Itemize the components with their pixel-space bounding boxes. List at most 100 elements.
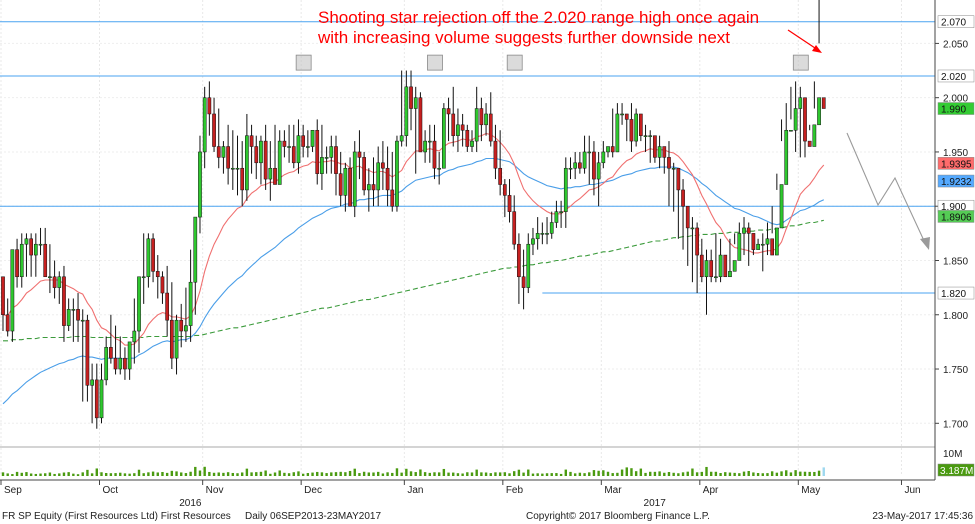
candle-body xyxy=(43,243,48,278)
candle-body xyxy=(737,233,742,261)
volume-bar xyxy=(517,469,521,476)
candle-body xyxy=(606,146,610,153)
volume-bar xyxy=(452,472,455,476)
volume-bar xyxy=(240,472,244,476)
volume-bar xyxy=(348,470,352,476)
level-tag-box xyxy=(937,69,975,83)
volume-bar xyxy=(133,473,136,476)
candle-body xyxy=(803,97,807,142)
volume-bar xyxy=(564,469,567,476)
candle-body xyxy=(259,140,263,164)
candle-body xyxy=(592,151,596,180)
volume-bar xyxy=(817,470,821,476)
candle-body xyxy=(653,135,657,158)
volume-bar xyxy=(503,472,507,476)
candle-body xyxy=(132,330,137,343)
volume-bar xyxy=(569,471,572,476)
volume-bar xyxy=(733,472,736,476)
candle-body xyxy=(249,135,254,147)
candle-body xyxy=(155,271,160,278)
candle-body xyxy=(470,140,474,147)
volume-bar xyxy=(1,472,5,476)
volume-bar xyxy=(20,472,23,476)
volume-bar xyxy=(386,472,389,476)
volume-bar xyxy=(175,471,178,476)
volume-bar xyxy=(151,471,155,476)
candle-body xyxy=(446,108,451,115)
candle-body xyxy=(779,184,784,229)
candle-body xyxy=(24,238,29,245)
candle-body xyxy=(535,233,540,240)
value-tag-box xyxy=(937,102,975,115)
volume-bar xyxy=(86,469,89,476)
volume-bar xyxy=(44,473,47,476)
x-year-label: 2017 xyxy=(644,498,667,509)
volume-bar xyxy=(377,471,380,476)
ma-slow-line xyxy=(3,219,824,342)
volume-bar xyxy=(409,471,413,476)
ma-mid-line xyxy=(2,157,825,405)
volume-bar xyxy=(391,472,394,476)
volume-bar xyxy=(789,472,793,476)
volume-bar xyxy=(766,473,769,476)
value-tag-text: 1.9395 xyxy=(941,159,972,170)
candle-body xyxy=(169,319,174,359)
volume-bar xyxy=(67,472,70,476)
volume-bar xyxy=(29,473,33,476)
volume-bar xyxy=(330,472,333,476)
volume-bar xyxy=(381,473,385,476)
annotation-arrow xyxy=(787,29,819,51)
volume-bar xyxy=(184,473,188,476)
candle-body xyxy=(207,97,212,115)
volume-bar xyxy=(372,472,375,476)
candle-body xyxy=(57,276,62,288)
volume-bar xyxy=(583,473,586,476)
volume-bar xyxy=(447,472,450,476)
volume-bar xyxy=(808,471,811,476)
projection-line xyxy=(846,132,927,246)
volume-bar xyxy=(550,473,553,476)
volume-bar xyxy=(11,474,14,476)
candle-body xyxy=(437,167,442,170)
volume-bar xyxy=(339,471,342,476)
candle-body xyxy=(540,233,545,235)
candle-body xyxy=(732,260,737,272)
candle-body xyxy=(784,129,789,185)
top-marker-box xyxy=(295,54,312,71)
candle-body xyxy=(409,86,413,109)
volume-bar xyxy=(616,472,619,476)
projection-arrowhead xyxy=(920,237,930,250)
volume-bar xyxy=(414,472,417,476)
volume-bar xyxy=(161,472,164,476)
level-lines xyxy=(0,21,935,294)
y-tick-label: 2.050 xyxy=(943,39,968,50)
volume-bar xyxy=(203,466,206,476)
x-month-label: Dec xyxy=(304,485,322,496)
volume-bar xyxy=(306,473,310,476)
volume-bar xyxy=(137,469,141,476)
volume-bar xyxy=(114,473,117,476)
volume-bar xyxy=(58,473,61,476)
candle-body xyxy=(15,249,19,278)
volume-bar xyxy=(686,471,689,476)
candle-body xyxy=(357,151,362,158)
candle-body xyxy=(118,357,123,370)
volume-bar xyxy=(531,473,535,476)
volume-bar xyxy=(250,472,253,476)
level-tag-box xyxy=(937,15,975,28)
candle-body xyxy=(165,292,170,321)
volume-bar xyxy=(405,468,408,476)
volume-bar xyxy=(705,466,708,476)
volume-bar xyxy=(541,473,544,476)
value-tag-text: 1.8906 xyxy=(941,212,972,223)
candle-body xyxy=(291,146,296,164)
candle-body xyxy=(512,211,517,245)
candle-body xyxy=(699,254,704,278)
candle-body xyxy=(460,124,465,131)
volume-bar xyxy=(695,472,699,476)
candle-body xyxy=(352,151,357,207)
volume-bar xyxy=(395,468,399,476)
volume-bar xyxy=(527,469,530,476)
volume-bar xyxy=(738,473,741,476)
candle-body xyxy=(634,113,638,142)
